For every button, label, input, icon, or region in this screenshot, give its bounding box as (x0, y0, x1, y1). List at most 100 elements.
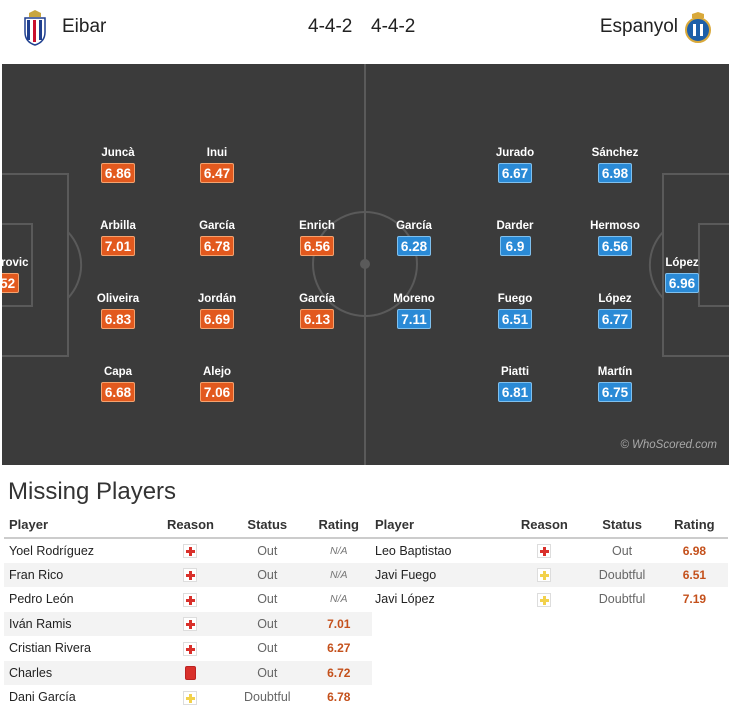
reason-cell (151, 611, 230, 636)
player-rating-badge: 6.52 (2, 273, 20, 293)
status-cell: Out (229, 660, 306, 685)
reason-cell (152, 538, 229, 563)
away-player[interactable]: Martín 6.75 (580, 365, 650, 402)
injury-icon (537, 544, 552, 559)
injury-icon (183, 544, 198, 559)
reason-cell (151, 562, 230, 587)
player-name: Martín (597, 366, 633, 378)
player-rating-badge: 6.98 (597, 163, 633, 183)
player-name: Darder (496, 220, 534, 232)
missing-player-name[interactable]: Yoel Rodríguez (9, 543, 95, 558)
player-name: García (299, 293, 335, 305)
col-player-header: Player (370, 512, 506, 539)
player-name: Alejo (202, 366, 232, 378)
table-row: Leo Baptistao Out 6.98 (370, 538, 728, 563)
home-player[interactable]: Capa 6.68 (83, 365, 153, 402)
home-player[interactable]: García 6.13 (282, 292, 352, 329)
rating-cell: 6.27 (327, 641, 351, 656)
col-rating-header: Rating (305, 512, 372, 539)
eibar-crest-icon[interactable] (22, 10, 48, 46)
home-player[interactable]: Jordán 6.69 (182, 292, 252, 329)
col-status-header: Status (583, 512, 661, 539)
injury-icon (183, 641, 198, 656)
status-cell: Out (257, 592, 278, 607)
reason-cell (152, 587, 229, 612)
home-player[interactable]: Enrich 6.56 (282, 219, 352, 256)
away-team-name[interactable]: Espanyol (599, 16, 678, 37)
player-rating-badge: 6.77 (597, 309, 633, 329)
player-rating-badge: 6.83 (100, 309, 136, 329)
status-cell: Doubtful (244, 690, 291, 705)
reason-cell (152, 636, 229, 661)
away-missing-table: Player Reason Status Rating Leo Baptista… (370, 512, 728, 612)
home-player[interactable]: Juncà 6.86 (83, 146, 153, 183)
player-rating-badge: 6.68 (100, 382, 136, 402)
player-name: Enrich (299, 220, 335, 232)
status-cell: Doubtful (598, 592, 646, 607)
missing-player-name[interactable]: Javi Fuego (370, 562, 506, 587)
home-formation: 4-4-2 (308, 16, 353, 37)
pitch: Dmitrovic 6.52 Juncà 6.86 Arbilla 7.01 Oliveir… (2, 64, 729, 465)
doubtful-icon (537, 568, 552, 583)
missing-player-name[interactable]: Charles (4, 660, 152, 685)
player-rating-badge: 6.67 (497, 163, 533, 183)
home-player[interactable]: Oliveira 6.83 (83, 292, 153, 329)
reason-cell (505, 587, 583, 612)
player-rating-badge: 7.06 (199, 382, 235, 402)
home-player[interactable]: García 6.78 (182, 219, 252, 256)
player-name: Jordán (197, 293, 237, 305)
player-rating-badge: 6.28 (396, 236, 432, 256)
table-row: Iván Ramis Out 7.01 (4, 611, 372, 636)
missing-player-name[interactable]: Cristian Rivera (9, 641, 91, 656)
injury-icon (183, 617, 198, 632)
player-rating-badge: 6.56 (597, 236, 633, 256)
col-status-header: Status (229, 512, 306, 539)
missing-player-name[interactable]: Fran Rico (4, 562, 152, 587)
missing-player-name[interactable]: Javi López (375, 592, 435, 607)
rating-cell: 6.98 (682, 543, 707, 558)
table-row: Yoel Rodríguez Out N/A (4, 538, 372, 563)
away-player[interactable]: Piatti 6.81 (480, 365, 550, 402)
missing-player-name[interactable]: Leo Baptistao (375, 543, 452, 558)
table-row: Javi López Doubtful 7.19 (370, 587, 728, 612)
player-rating-badge: 6.78 (199, 236, 235, 256)
col-player-header: Player (4, 512, 152, 539)
rating-cell: 7.19 (682, 592, 707, 607)
rating-cell: N/A (330, 593, 348, 606)
away-player[interactable]: López 6.77 (580, 292, 650, 329)
away-player[interactable]: López 6.96 (647, 256, 717, 293)
home-team-name[interactable]: Eibar (62, 16, 107, 37)
player-rating-badge: 6.51 (497, 309, 533, 329)
home-player[interactable]: Arbilla 7.01 (83, 219, 153, 256)
away-player[interactable]: Darder 6.9 (480, 219, 550, 256)
away-player[interactable]: García 6.28 (379, 219, 449, 256)
player-name: Juncà (101, 147, 135, 159)
rating-cell: 6.51 (660, 562, 728, 587)
player-rating-badge: 7.01 (100, 236, 136, 256)
away-player[interactable]: Moreno 7.11 (379, 292, 449, 329)
suspension-icon (184, 666, 196, 681)
missing-player-name[interactable]: Dani García (9, 690, 76, 705)
player-rating-badge: 7.11 (397, 309, 431, 329)
whoscored-watermark: © WhoScored.com (620, 439, 717, 451)
away-formation: 4-4-2 (371, 16, 416, 37)
missing-player-name[interactable]: Pedro León (9, 592, 74, 607)
table-row: Javi Fuego Doubtful 6.51 (370, 562, 728, 587)
home-player[interactable]: Inui 6.47 (182, 146, 252, 183)
home-player[interactable]: Alejo 7.06 (182, 365, 252, 402)
status-cell: Out (611, 543, 633, 558)
player-rating-badge: 6.96 (664, 273, 700, 293)
player-name: Moreno (393, 293, 435, 305)
reason-cell (505, 562, 584, 587)
missing-player-name[interactable]: Iván Ramis (4, 611, 152, 636)
player-rating-badge: 6.9 (499, 236, 531, 256)
player-rating-badge: 6.56 (299, 236, 335, 256)
player-name: Inui (206, 147, 228, 159)
espanyol-crest-icon[interactable] (684, 12, 712, 44)
away-player[interactable]: Sánchez 6.98 (580, 146, 650, 183)
away-player[interactable]: Hermoso 6.56 (580, 219, 650, 256)
reason-cell (151, 660, 230, 685)
home-player[interactable]: Dmitrovic 6.52 (2, 256, 37, 293)
away-player[interactable]: Jurado 6.67 (480, 146, 550, 183)
away-player[interactable]: Fuego 6.51 (480, 292, 550, 329)
